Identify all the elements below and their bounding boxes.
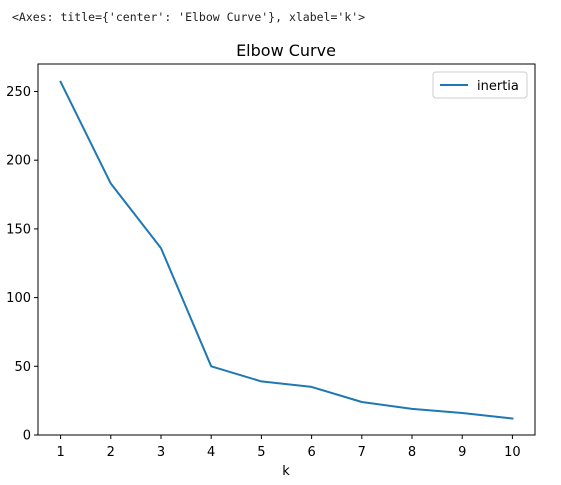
x-tick-label: 9 — [458, 445, 466, 460]
y-tick-label: 150 — [6, 222, 31, 237]
x-tick-label: 6 — [307, 445, 315, 460]
y-tick-label: 50 — [14, 360, 31, 375]
series-line-inertia — [61, 82, 513, 419]
x-axis: 1 2 3 4 5 6 7 8 9 10 — [56, 435, 520, 460]
legend-label-inertia: inertia — [477, 79, 519, 94]
x-tick-label: 10 — [504, 445, 521, 460]
x-tick-label: 7 — [358, 445, 366, 460]
legend: inertia — [433, 72, 527, 98]
series-layer — [61, 82, 513, 419]
y-tick-label: 0 — [23, 429, 31, 444]
x-tick-label: 1 — [56, 445, 64, 460]
y-axis: 0 50 100 150 200 250 — [6, 85, 38, 444]
x-tick-label: 3 — [157, 445, 165, 460]
y-tick-label: 100 — [6, 291, 31, 306]
x-axis-label: k — [282, 464, 290, 479]
y-tick-label: 250 — [6, 85, 31, 100]
plot-frame — [38, 64, 535, 435]
x-tick-label: 5 — [257, 445, 265, 460]
x-tick-label: 8 — [408, 445, 416, 460]
x-tick-label: 2 — [107, 445, 115, 460]
x-tick-label: 4 — [207, 445, 215, 460]
y-tick-label: 200 — [6, 154, 31, 169]
chart-title: Elbow Curve — [236, 41, 336, 60]
